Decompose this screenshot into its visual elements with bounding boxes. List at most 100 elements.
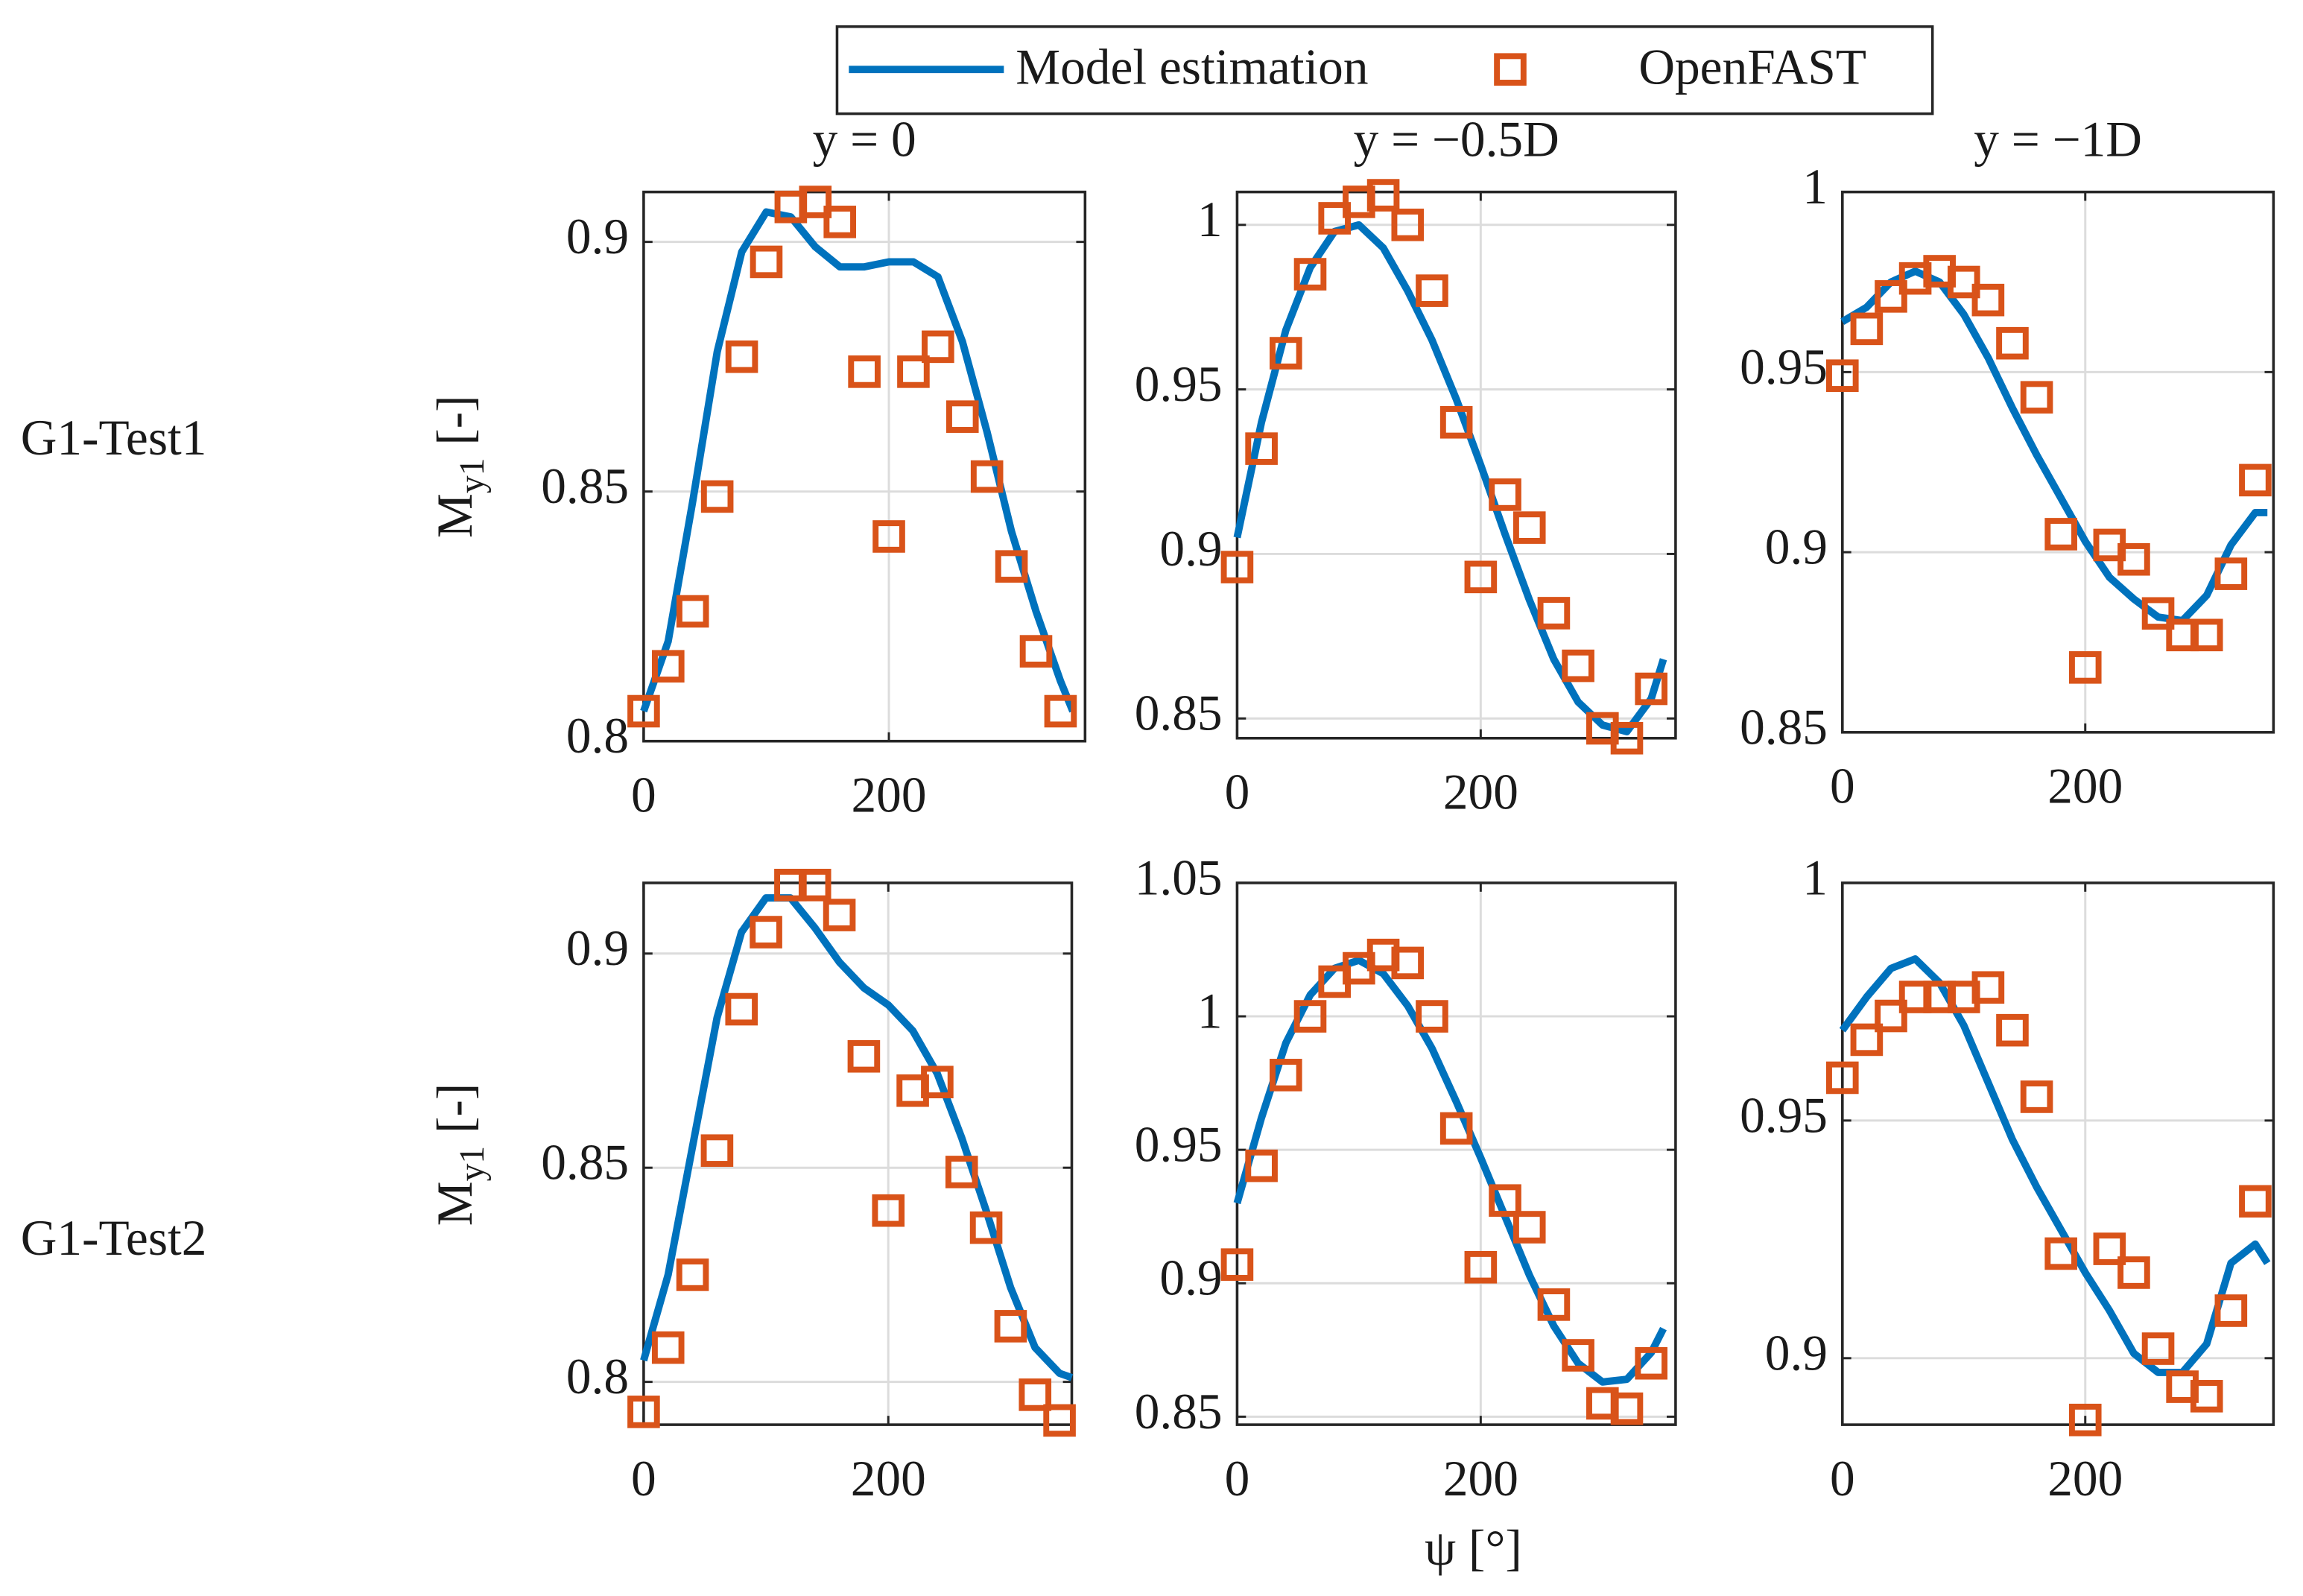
y-tick-label: 0.9 bbox=[566, 209, 629, 265]
data-point bbox=[1971, 283, 2005, 317]
data-point bbox=[994, 1310, 1027, 1343]
data-point bbox=[1439, 405, 1473, 439]
data-point bbox=[2068, 1403, 2102, 1437]
y-tick-label: 1.05 bbox=[1135, 849, 1223, 905]
data-point bbox=[2044, 518, 2077, 551]
data-point bbox=[1512, 1211, 1546, 1244]
plot-area bbox=[1237, 191, 1676, 738]
data-point bbox=[1971, 971, 2005, 1004]
x-tick-label: 200 bbox=[2047, 1451, 2123, 1507]
data-point bbox=[1245, 432, 1278, 465]
y-tick-label: 0.85 bbox=[541, 1135, 629, 1191]
data-point bbox=[1947, 265, 1980, 299]
data-point bbox=[627, 694, 660, 728]
x-tick-label: 200 bbox=[2047, 759, 2123, 814]
subplot: 0.85 0.9 0.95 1 0 200 y = −0.5D bbox=[1135, 112, 1677, 820]
legend-box bbox=[835, 25, 1934, 115]
subplot: 0.85 0.9 0.95 1 1.05 0 200 bbox=[1135, 849, 1677, 1507]
data-point bbox=[823, 899, 856, 931]
y-label-sub: y1 bbox=[453, 458, 492, 494]
data-point bbox=[2117, 542, 2150, 576]
data-point bbox=[1391, 208, 1425, 241]
data-point bbox=[1044, 694, 1077, 728]
data-point bbox=[995, 550, 1028, 583]
x-tick-label: 0 bbox=[1225, 1451, 1250, 1507]
y-tick-label: 0.9 bbox=[566, 920, 629, 976]
data-point bbox=[2239, 1185, 2272, 1218]
data-point bbox=[1416, 1000, 1448, 1033]
data-point bbox=[2068, 651, 2102, 684]
data-point bbox=[1464, 560, 1498, 594]
data-point bbox=[1270, 1059, 1302, 1092]
data-point bbox=[872, 1194, 905, 1227]
row-label: G1-Test2 bbox=[21, 1210, 207, 1266]
data-point bbox=[1464, 1250, 1498, 1284]
data-point bbox=[1635, 672, 1668, 706]
row-label: G1-Test1 bbox=[21, 410, 207, 466]
data-point bbox=[2020, 1080, 2053, 1113]
plot-area bbox=[1842, 191, 2274, 732]
subplot: 0.85 0.9 0.95 1 0 200 y = −1D bbox=[1740, 112, 2275, 814]
model-line bbox=[1839, 955, 2271, 1376]
plot-area bbox=[643, 191, 1086, 741]
x-tick-label: 0 bbox=[631, 1451, 656, 1507]
x-tick-label: 0 bbox=[1225, 764, 1250, 820]
data-point bbox=[1220, 1248, 1254, 1281]
data-point bbox=[922, 330, 954, 364]
data-point bbox=[750, 916, 782, 949]
x-tick-label: 0 bbox=[1830, 759, 1855, 814]
model-line bbox=[640, 894, 1074, 1381]
data-point bbox=[1610, 1392, 1644, 1425]
axes-frame bbox=[642, 881, 1074, 1426]
data-point bbox=[2214, 1294, 2248, 1327]
subplot-title: y = 0 bbox=[813, 112, 916, 168]
model-line bbox=[1840, 267, 2268, 624]
y-tick-label: 0.95 bbox=[1740, 1087, 1828, 1143]
data-point bbox=[945, 1156, 978, 1188]
y-tick-label: 0.8 bbox=[566, 1349, 629, 1405]
data-point bbox=[1489, 478, 1521, 511]
y-tick-label: 1 bbox=[1197, 983, 1223, 1039]
data-point bbox=[1850, 312, 1884, 346]
y-tick-label: 0.9 bbox=[1159, 521, 1222, 577]
data-point bbox=[1391, 946, 1425, 980]
y-tick-label: 0.95 bbox=[1135, 1117, 1223, 1173]
data-point bbox=[2117, 1256, 2150, 1289]
model-line bbox=[1233, 956, 1667, 1386]
data-point bbox=[2214, 557, 2248, 590]
plot-area bbox=[1237, 882, 1676, 1425]
y-tick-label: 0.95 bbox=[1740, 339, 1828, 395]
y-tick-label: 0.9 bbox=[1765, 1325, 1828, 1381]
y-axis-label: My1 [-] bbox=[428, 395, 492, 538]
subplot: 0.9 0.95 1 0 200 bbox=[1740, 849, 2275, 1507]
model-line bbox=[640, 208, 1077, 713]
data-point bbox=[1610, 721, 1644, 755]
subplot-title: y = −0.5D bbox=[1354, 112, 1559, 168]
data-point bbox=[1635, 1346, 1668, 1380]
data-point bbox=[1875, 280, 1907, 313]
axes-frame bbox=[1841, 881, 2275, 1426]
data-point bbox=[627, 1396, 660, 1428]
data-point bbox=[750, 245, 783, 279]
data-point bbox=[823, 206, 856, 238]
data-point bbox=[725, 340, 758, 373]
axes-frame bbox=[1235, 881, 1677, 1426]
data-point bbox=[1562, 1339, 1594, 1372]
data-point bbox=[2093, 1232, 2126, 1265]
y-tick-label: 0.9 bbox=[1159, 1250, 1222, 1306]
y-tick-label: 0.9 bbox=[1765, 519, 1828, 575]
x-tick-label: 200 bbox=[1443, 764, 1518, 820]
data-point bbox=[2141, 597, 2175, 630]
x-tick-label: 200 bbox=[1443, 1451, 1518, 1507]
data-point bbox=[2044, 1237, 2077, 1270]
data-point bbox=[652, 650, 685, 683]
data-point bbox=[725, 992, 758, 1026]
y-tick-label: 0.85 bbox=[541, 458, 629, 514]
data-point bbox=[1366, 179, 1400, 212]
y-label-unit: [-] bbox=[428, 1083, 484, 1146]
data-point bbox=[897, 355, 930, 388]
data-point bbox=[799, 186, 832, 218]
plot-area bbox=[643, 882, 1072, 1425]
